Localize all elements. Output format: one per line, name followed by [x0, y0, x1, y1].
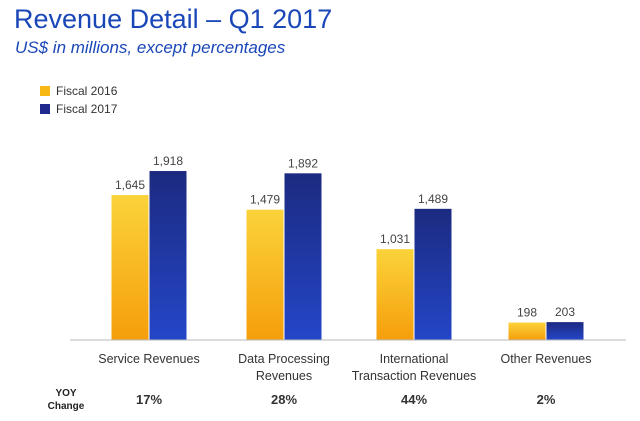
data-label-fiscal-2016-3: 1,031 [380, 232, 410, 246]
bar-fiscal-2016-3 [376, 249, 414, 340]
yoy-value-3: 44% [400, 392, 428, 407]
legend-label-fiscal-2016: Fiscal 2016 [56, 84, 118, 98]
data-label-fiscal-2016-2: 1,479 [250, 193, 280, 207]
chart-subtitle: US$ in millions, except percentages [15, 38, 286, 57]
bar-fiscal-2016-4 [508, 322, 546, 340]
category-label-2-line-2: Revenues [256, 369, 312, 383]
yoy-change-label: YOY Change [47, 388, 85, 412]
data-label-fiscal-2016-4: 198 [517, 306, 537, 320]
legend-swatch-fiscal-2016 [40, 86, 50, 96]
yoy-value-1: 17% [135, 392, 163, 407]
legend-label-fiscal-2017: Fiscal 2017 [56, 102, 118, 116]
legend-swatch-fiscal-2017 [40, 104, 50, 114]
category-label-3-line-1: International [380, 352, 449, 366]
legend-item-fiscal-2017: Fiscal 2017 [40, 100, 117, 118]
category-label-3-line-2: Transaction Revenues [352, 369, 477, 383]
legend: Fiscal 2016 Fiscal 2017 [40, 82, 117, 118]
bar-fiscal-2017-4 [546, 322, 584, 340]
yoy-value-2: 28% [270, 392, 298, 407]
bar-fiscal-2017-1 [149, 171, 187, 340]
data-label-fiscal-2017-2: 1,892 [288, 156, 318, 170]
data-label-fiscal-2017-1: 1,918 [153, 154, 183, 168]
legend-item-fiscal-2016: Fiscal 2016 [40, 82, 117, 100]
bar-fiscal-2016-2 [246, 209, 284, 340]
data-label-fiscal-2017-3: 1,489 [418, 192, 448, 206]
bar-fiscal-2017-2 [284, 173, 322, 340]
category-label-2-line-1: Data Processing [238, 352, 330, 366]
category-label-4: Other Revenues [500, 352, 591, 366]
bar-fiscal-2017-3 [414, 208, 452, 340]
yoy-value-4: 2% [536, 392, 556, 407]
bar-fiscal-2016-1 [111, 195, 149, 340]
chart-title: Revenue Detail – Q1 2017 [14, 4, 333, 34]
data-label-fiscal-2016-1: 1,645 [115, 178, 145, 192]
category-label-1: Service Revenues [98, 352, 199, 366]
data-label-fiscal-2017-4: 203 [555, 305, 575, 319]
